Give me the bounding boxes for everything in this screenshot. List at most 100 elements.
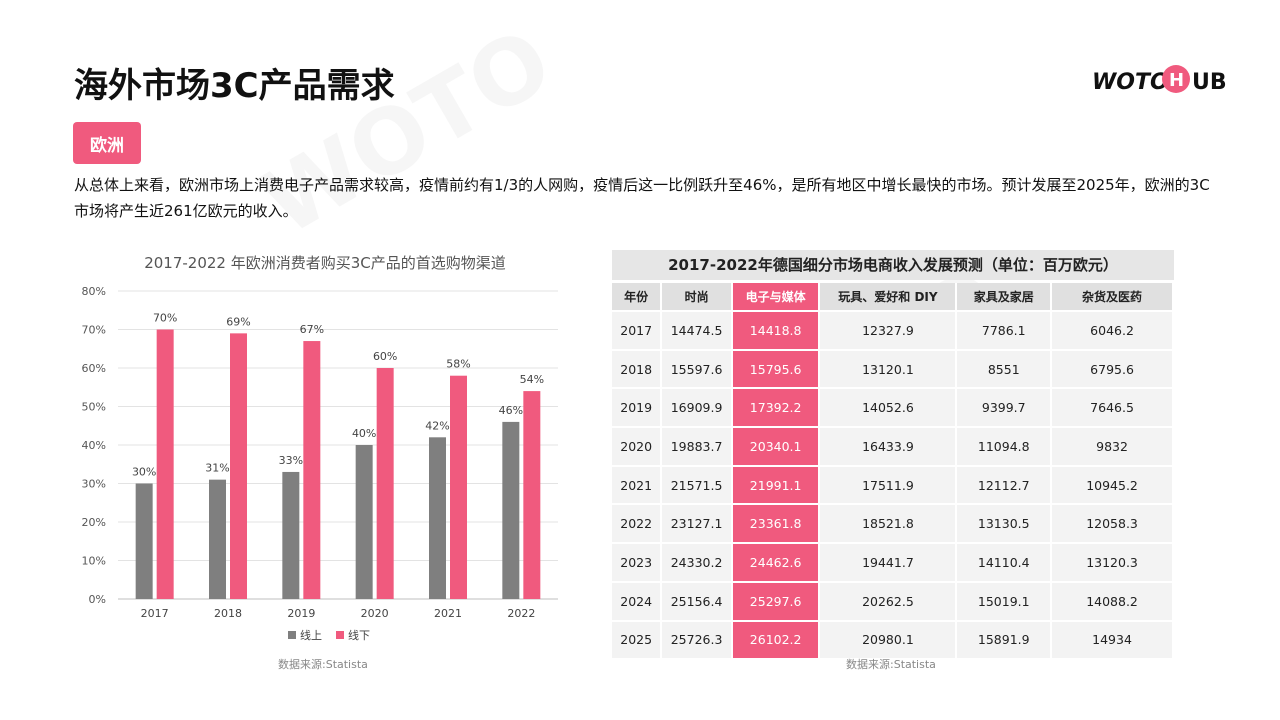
bar-online [135,483,153,599]
bar-chart: 0% 10% 20% 30% 40% 50% 60% 70% 80% 30% 70% 2017 31% 6… [82,285,558,642]
y-tick-label: 40% [82,439,106,452]
table-cell: 2023 [612,542,663,581]
data-label: 31% [205,462,229,475]
table-cell: 12327.9 [820,310,958,349]
table-cell: 2020 [612,426,663,465]
table-cell: 20340.1 [732,426,821,465]
legend-swatch [336,631,344,639]
data-label: 69% [226,315,250,328]
table-cell: 12112.7 [957,464,1053,504]
table-source: 数据来源:Statista [846,658,936,671]
table-cell: 16909.9 [662,387,733,427]
data-label: 70% [153,312,177,325]
table-row: 2017 14474.5 14418.8 12327.9 7786.1 6046.2 [612,310,1174,349]
table-cell: 20262.5 [820,580,958,620]
table-row: 2018 15597.6 15795.6 13120.1 8551 6795.6 [612,348,1174,388]
table-cell: 2018 [612,348,663,388]
y-tick-label: 0% [89,593,106,606]
table-row: 2024 25156.4 25297.6 20262.5 15019.1 14088.2 [612,580,1174,620]
table-cell: 14934 [1052,619,1174,659]
table-cell: 15019.1 [957,580,1053,620]
table-cell: 2022 [612,503,663,543]
table-row: 2019 16909.9 17392.2 14052.6 9399.7 7646.5 [612,387,1174,427]
svg-text:UB: UB [1192,70,1227,95]
table-cell: 8551 [957,348,1053,388]
region-tag: 欧洲 [73,122,141,164]
bar-online [502,421,520,599]
x-tick-label: 2018 [214,607,242,620]
column-header: 杂货及医药 [1052,283,1174,310]
table-cell: 15597.6 [662,348,733,388]
table-cell: 21571.5 [662,464,733,504]
y-tick-label: 30% [82,478,106,491]
table-cell: 14052.6 [820,387,958,427]
table-cell: 6795.6 [1052,348,1174,388]
y-tick-label: 10% [82,555,106,568]
table-cell: 25156.4 [662,580,733,620]
table-cell: 16433.9 [820,426,958,465]
table-title: 2017-2022年德国细分市场电商收入发展预测（单位：百万欧元） [612,250,1174,280]
y-tick-label: 60% [82,362,106,375]
table-cell: 9399.7 [957,387,1053,427]
legend-label: 线上 [300,628,322,642]
svg-text:H: H [1169,70,1184,91]
column-header: 电子与媒体 [732,283,821,310]
table-cell: 15795.6 [732,348,821,388]
table-cell: 2021 [612,464,663,504]
y-tick-label: 70% [82,324,106,337]
table-cell: 15891.9 [957,619,1053,659]
data-label: 33% [279,454,303,467]
revenue-table: 年份 时尚 电子与媒体 玩具、爱好和 DIY 家具及家居 杂货及医药 2017 14474.… [612,283,1174,659]
table-cell: 11094.8 [957,426,1053,465]
table-cell: 24462.6 [732,542,821,581]
table-cell: 2024 [612,580,663,620]
column-header: 时尚 [662,283,733,310]
table-cell: 14088.2 [1052,580,1174,620]
bar-online [282,471,300,599]
data-label: 46% [499,404,523,417]
data-label: 30% [132,466,156,479]
bar-online [209,479,226,599]
table-cell: 13130.5 [957,503,1053,543]
legend-label: 线下 [348,628,370,642]
table-cell: 20980.1 [820,619,958,659]
table-row: 2022 23127.1 23361.8 18521.8 13130.5 12058.3 [612,503,1174,543]
summary-paragraph: 从总体上来看，欧洲市场上消费电子产品需求较高，疫情前约有1/3的人网购，疫情后这… [74,176,1210,220]
table-row: 2020 19883.7 20340.1 16433.9 11094.8 9832 [612,426,1174,465]
data-label: 58% [446,358,470,371]
table-cell: 24330.2 [662,542,733,581]
table-cell: 10945.2 [1052,464,1174,504]
chart-source: 数据来源:Statista [278,658,368,671]
bar-offline [156,329,174,599]
x-tick-label: 2021 [434,607,462,620]
table-cell: 25726.3 [662,619,733,659]
table-row: 2021 21571.5 21991.1 17511.9 12112.7 10945.2 [612,464,1174,504]
data-label: 42% [425,419,449,432]
table-row: 2025 25726.3 26102.2 20980.1 15891.9 14934 [612,619,1174,659]
table-cell: 18521.8 [820,503,958,543]
table-cell: 14110.4 [957,542,1053,581]
table-cell: 7786.1 [957,310,1053,349]
table-cell: 6046.2 [1052,310,1174,349]
bar-online [429,437,446,599]
table-cell: 17392.2 [732,387,821,427]
table-cell: 23127.1 [662,503,733,543]
table-cell: 2025 [612,619,663,659]
bar-offline [230,333,247,599]
table-cell: 13120.1 [820,348,958,388]
table-cell: 23361.8 [732,503,821,543]
data-label: 54% [520,373,544,386]
data-label: 60% [373,350,397,363]
x-tick-label: 2020 [361,607,389,620]
chart-title: 2017-2022 年欧洲消费者购买3C产品的首选购物渠道 [144,254,506,272]
y-tick-label: 50% [82,401,106,414]
bar-offline [450,375,467,599]
x-tick-label: 2017 [141,607,169,620]
page-title: 海外市场3C产品需求 [74,66,395,106]
column-header: 年份 [612,283,663,310]
logo-graphic: WOTO H UB [1092,65,1227,95]
table-cell: 25297.6 [732,580,821,620]
table-row: 2023 24330.2 24462.6 19441.7 14110.4 13120.3 [612,542,1174,581]
table-cell: 7646.5 [1052,387,1174,427]
table-cell: 19883.7 [662,426,733,465]
